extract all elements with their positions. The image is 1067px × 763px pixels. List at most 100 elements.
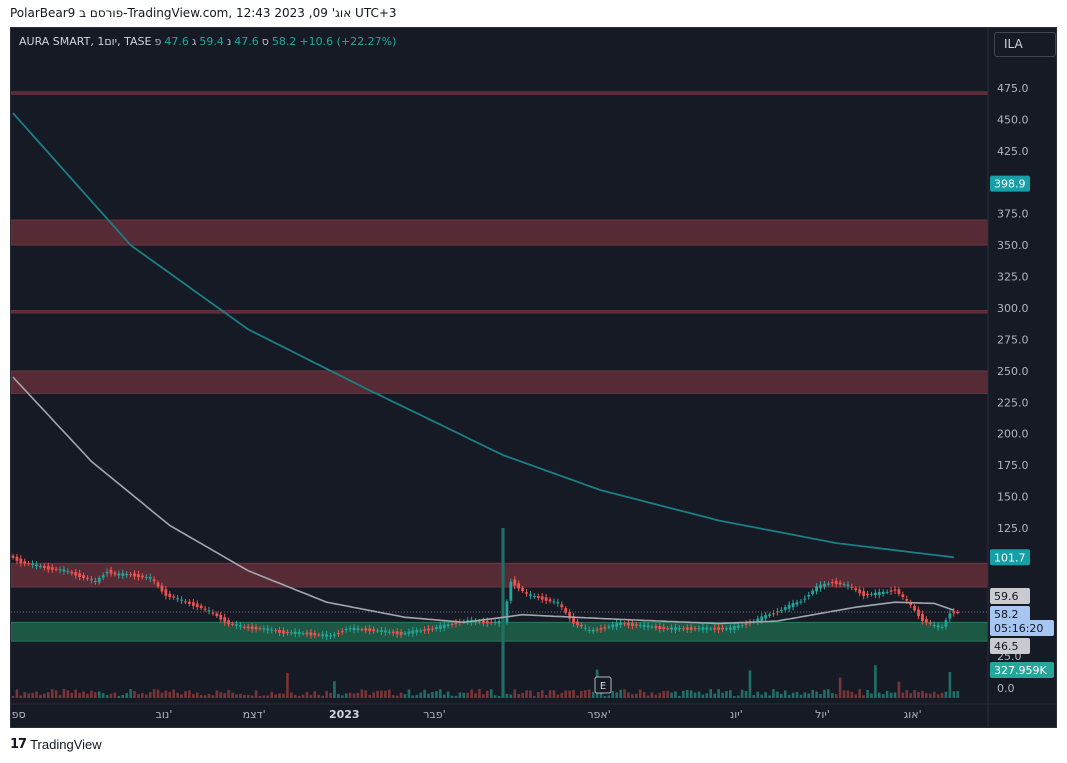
volume-bar xyxy=(403,694,407,698)
symbol-name[interactable]: AURA SMART, 1יום, TASE xyxy=(19,35,152,48)
candle-body xyxy=(352,627,356,631)
volume-bar xyxy=(956,691,960,698)
candle-body xyxy=(693,628,697,630)
candle-body xyxy=(799,601,803,603)
volume-bar xyxy=(333,681,336,698)
volume-bar xyxy=(372,692,375,698)
candle-body xyxy=(913,605,916,611)
publish-caption: PolarBear9 פורסם ב-TradingView.com, אוג'… xyxy=(10,6,397,20)
volume-bar xyxy=(395,695,399,698)
chart-panel[interactable]: E475.0450.0425.0400.0375.0350.0325.0300.… xyxy=(10,27,1057,728)
candle-body xyxy=(536,596,540,598)
y-tick-label: 125.0 xyxy=(997,522,1029,535)
candle-body xyxy=(862,591,866,596)
candle-body xyxy=(19,558,23,564)
volume-bar xyxy=(368,695,372,698)
volume-bar xyxy=(297,695,301,698)
volume-bar xyxy=(105,695,109,698)
volume-bar xyxy=(227,689,230,698)
candle-body xyxy=(642,624,646,627)
candle-body xyxy=(658,626,662,629)
volume-bar xyxy=(819,694,822,698)
volume-bar xyxy=(407,689,411,698)
volume-bar xyxy=(529,690,532,698)
y-tick-label: 250.0 xyxy=(997,365,1029,378)
candle-body xyxy=(231,623,234,625)
volume-bar xyxy=(533,695,536,698)
candle-body xyxy=(93,580,97,582)
volume-bar xyxy=(431,691,434,698)
candle-body xyxy=(893,589,897,591)
volume-bar xyxy=(391,694,395,698)
volume-bar xyxy=(352,693,356,698)
volume-bar xyxy=(889,692,893,698)
volume-bar xyxy=(478,689,481,698)
candle-body xyxy=(764,615,768,619)
y-tick-label: 200.0 xyxy=(997,428,1029,441)
candle-body xyxy=(387,631,391,633)
candle-body xyxy=(842,584,846,586)
candle-body xyxy=(634,624,638,626)
earnings-marker-label: E xyxy=(600,681,606,692)
volume-bar xyxy=(717,689,720,698)
candle-body xyxy=(42,565,46,568)
candle-body xyxy=(317,634,321,636)
volume-bar xyxy=(878,692,881,698)
candle-body xyxy=(78,573,82,577)
candle-body xyxy=(823,583,826,587)
candle-body xyxy=(630,623,634,627)
candle-body xyxy=(223,617,227,623)
axis-label-box-price xyxy=(990,606,1030,622)
candle-body xyxy=(870,593,873,595)
candle-body xyxy=(638,625,642,627)
volume-bar xyxy=(701,694,705,698)
volume-bar xyxy=(90,690,93,698)
volume-bar xyxy=(627,692,630,698)
candle-body xyxy=(54,568,58,570)
x-axis-label: אפר' xyxy=(587,708,610,721)
candle-body xyxy=(580,624,583,627)
candle-body xyxy=(348,628,352,630)
volume-bar xyxy=(70,692,74,698)
candle-body xyxy=(521,587,524,592)
candle-body xyxy=(623,623,626,625)
volume-bar xyxy=(482,694,485,698)
volume-bar xyxy=(188,690,191,698)
x-axis-label: יונ' xyxy=(730,708,743,721)
volume-bar xyxy=(764,692,767,698)
earnings-marker-box xyxy=(594,676,612,694)
candle-body xyxy=(164,589,168,596)
volume-bar xyxy=(509,694,513,698)
volume-bar xyxy=(689,690,693,698)
candle-body xyxy=(70,571,74,574)
candle-body xyxy=(697,627,701,630)
volume-bar xyxy=(19,695,23,698)
volume-bar xyxy=(235,694,238,698)
volume-bar xyxy=(685,689,689,698)
volume-bar xyxy=(678,695,681,698)
volume-bar xyxy=(940,693,944,698)
tradingview-logo[interactable]: 17 TradingView xyxy=(10,737,102,752)
candle-body xyxy=(956,612,960,614)
candle-body xyxy=(336,633,340,635)
candle-body xyxy=(125,573,129,576)
volume-bar xyxy=(928,693,932,698)
volume-bar xyxy=(548,690,552,698)
volume-bar xyxy=(521,692,524,698)
volume-bar xyxy=(944,691,948,698)
volume-bar xyxy=(258,695,262,698)
candle-body xyxy=(415,630,419,633)
volume-bar xyxy=(199,695,203,698)
candle-body xyxy=(97,578,101,583)
currency-button[interactable]: ILA xyxy=(994,32,1056,57)
candle-body xyxy=(705,627,709,630)
zone-red-3 xyxy=(11,370,989,394)
volume-bar xyxy=(932,691,936,698)
candle-body xyxy=(874,592,877,596)
price-chart[interactable]: E475.0450.0425.0400.0375.0350.0325.0300.… xyxy=(11,28,1057,728)
volume-bar xyxy=(615,692,618,698)
zone-red-0 xyxy=(11,91,989,95)
volume-bar xyxy=(50,689,54,698)
candle-body xyxy=(944,620,948,627)
candle-body xyxy=(293,631,297,634)
